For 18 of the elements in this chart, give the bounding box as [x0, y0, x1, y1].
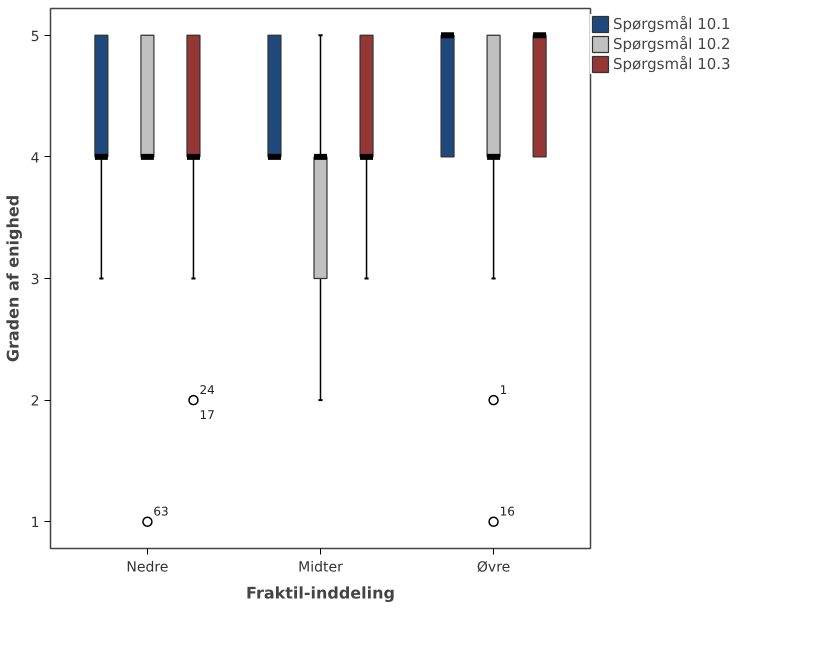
annotation: 63: [153, 504, 169, 519]
y-axis-title: Graden af enighed: [4, 194, 23, 362]
y-tick-label: 3: [30, 272, 40, 288]
annotation: 17: [199, 408, 215, 422]
legend-label: Spørgsmål 10.3: [613, 54, 731, 74]
x-axis-title: Fraktil-inddeling: [246, 584, 395, 602]
annotation: 24: [199, 383, 215, 398]
legend-label: Spørgsmål 10.1: [613, 14, 731, 34]
y-tick-label: 2: [30, 394, 40, 410]
annotation: 16: [500, 504, 515, 519]
x-tick-label: Nedre: [126, 560, 168, 576]
annotation: 1: [500, 383, 508, 398]
y-tick-label: 1: [30, 515, 40, 532]
y-tick-label: 5: [30, 28, 40, 45]
y-tick-label: 4: [30, 150, 40, 166]
x-tick-label: Øvre: [476, 560, 510, 576]
x-tick-label: Midter: [298, 560, 344, 576]
legend-label: Spørgsmål 10.2: [613, 34, 731, 54]
